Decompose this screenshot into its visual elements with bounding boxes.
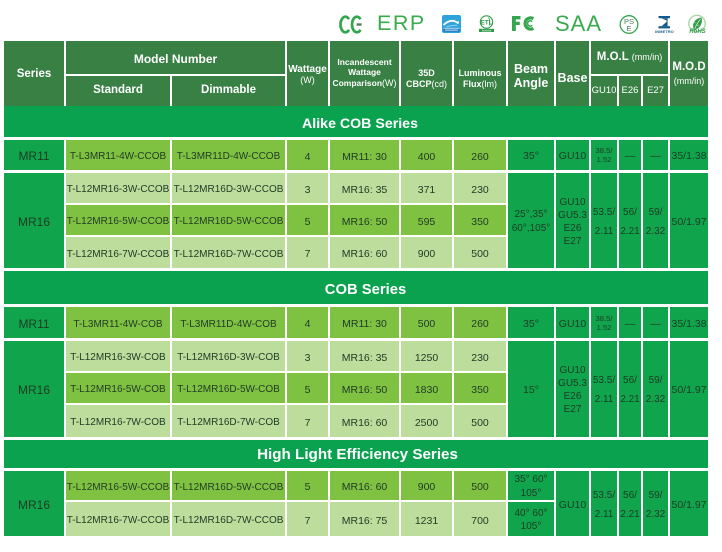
svg-text:ETL: ETL [480,20,492,27]
svg-text:RoHS: RoHS [689,29,705,34]
svg-text:E: E [626,24,631,33]
svg-text:INMETRO: INMETRO [655,30,674,34]
svg-text:Intertek: Intertek [482,29,492,33]
svg-text:PS: PS [624,17,634,26]
